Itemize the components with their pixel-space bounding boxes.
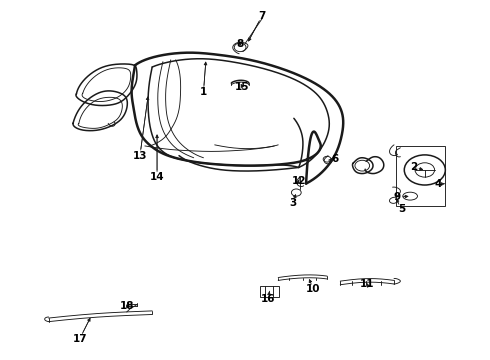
Text: 18: 18 — [120, 301, 134, 311]
Text: 3: 3 — [289, 198, 296, 208]
Text: 12: 12 — [292, 176, 306, 186]
Text: 10: 10 — [306, 284, 320, 294]
Text: 8: 8 — [237, 39, 244, 49]
Bar — [396, 145, 445, 206]
Text: 1: 1 — [200, 87, 207, 97]
Text: 13: 13 — [133, 150, 147, 161]
Text: 4: 4 — [434, 179, 441, 189]
Text: 7: 7 — [258, 11, 266, 21]
Text: 15: 15 — [235, 82, 250, 93]
Text: 14: 14 — [150, 172, 164, 182]
Text: 5: 5 — [398, 204, 405, 215]
Text: 9: 9 — [394, 192, 401, 202]
Text: 16: 16 — [261, 294, 276, 304]
Text: 17: 17 — [73, 333, 87, 343]
Text: 2: 2 — [410, 162, 417, 172]
Bar — [260, 286, 279, 297]
Text: 6: 6 — [332, 154, 339, 164]
Text: 11: 11 — [360, 279, 374, 289]
